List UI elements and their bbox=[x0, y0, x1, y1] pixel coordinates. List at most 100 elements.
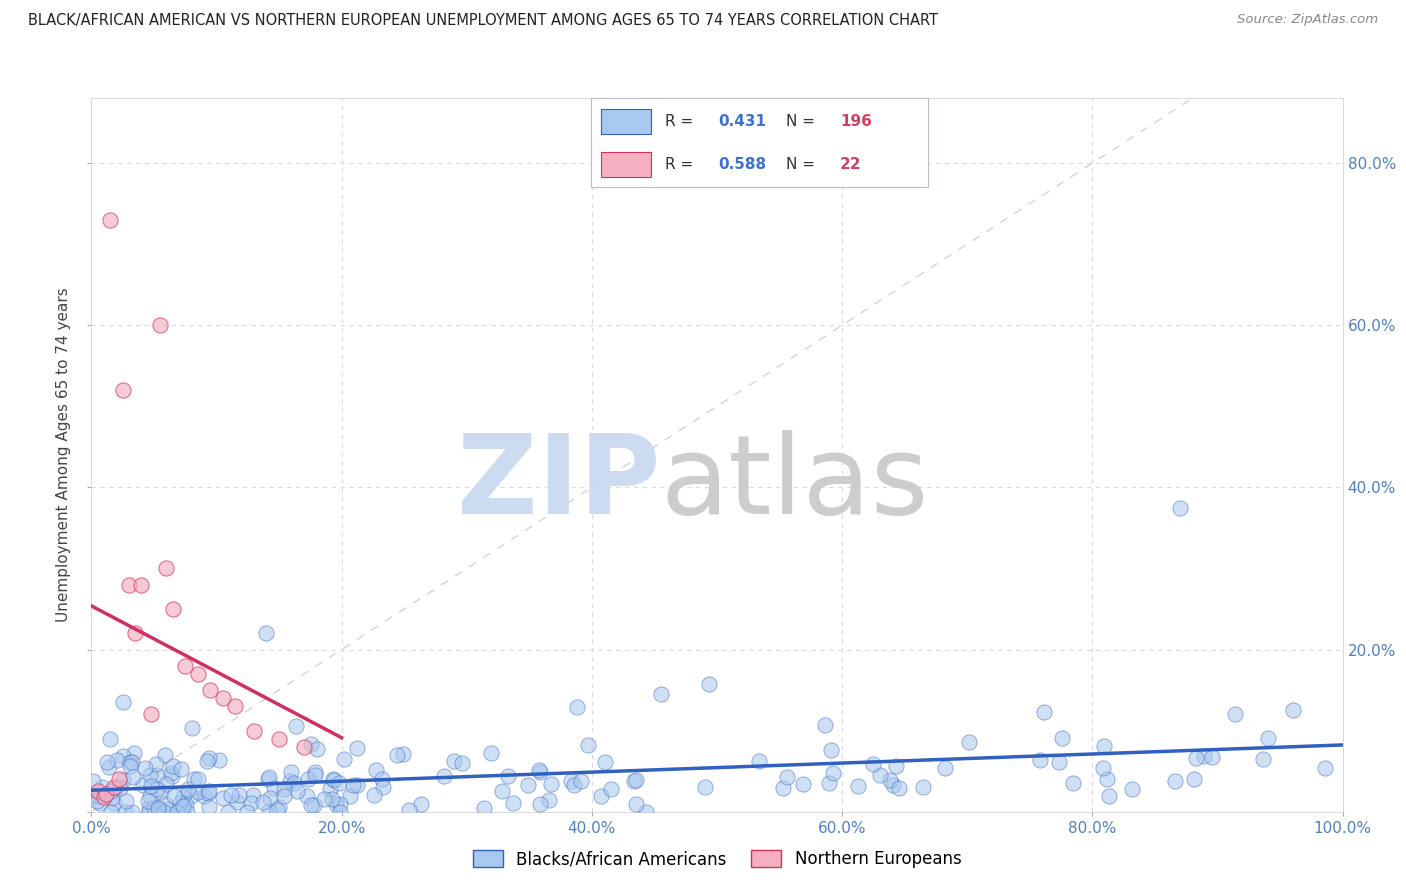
Point bbox=[322, 772, 344, 786]
Point bbox=[283, 776, 305, 790]
Point bbox=[146, 768, 169, 782]
Text: ZIP: ZIP bbox=[457, 430, 661, 537]
Point bbox=[319, 781, 342, 796]
Point bbox=[1092, 739, 1115, 754]
Point bbox=[776, 770, 799, 784]
Point bbox=[371, 772, 394, 786]
Point bbox=[339, 789, 361, 804]
Point bbox=[108, 781, 131, 796]
Legend: Blacks/African Americans, Northern Europeans: Blacks/African Americans, Northern Europ… bbox=[465, 843, 969, 875]
Point bbox=[155, 748, 177, 763]
Point bbox=[98, 732, 121, 747]
Y-axis label: Unemployment Among Ages 65 to 74 years: Unemployment Among Ages 65 to 74 years bbox=[56, 287, 72, 623]
Point bbox=[879, 772, 901, 787]
Point bbox=[256, 626, 278, 640]
Point bbox=[1315, 761, 1337, 775]
Point bbox=[450, 756, 472, 770]
Point bbox=[198, 751, 221, 765]
Point bbox=[145, 756, 167, 771]
Point bbox=[118, 759, 141, 773]
Point bbox=[589, 789, 612, 803]
Point bbox=[236, 805, 259, 819]
Bar bbox=[600, 109, 651, 134]
Point bbox=[224, 699, 246, 714]
Point bbox=[98, 212, 121, 227]
Point bbox=[219, 788, 242, 802]
Point bbox=[131, 577, 153, 591]
Point bbox=[240, 796, 263, 810]
Point bbox=[86, 794, 108, 808]
Point bbox=[155, 561, 177, 575]
Point bbox=[302, 797, 325, 812]
Point bbox=[198, 784, 221, 798]
Point bbox=[593, 755, 616, 769]
Point bbox=[160, 769, 183, 783]
Point bbox=[103, 796, 125, 810]
Text: R =: R = bbox=[665, 114, 693, 128]
Point bbox=[562, 778, 585, 792]
Point bbox=[163, 789, 186, 804]
Point bbox=[699, 677, 721, 691]
Point bbox=[257, 804, 280, 818]
Point bbox=[278, 773, 301, 788]
Point bbox=[297, 772, 319, 786]
Point bbox=[1164, 774, 1187, 789]
Point bbox=[292, 739, 315, 754]
Point bbox=[1225, 706, 1247, 721]
Point bbox=[162, 602, 184, 616]
Point bbox=[1033, 705, 1056, 719]
Point bbox=[498, 769, 520, 783]
Point bbox=[695, 780, 717, 794]
Point bbox=[792, 776, 814, 790]
Point bbox=[89, 789, 111, 804]
Point bbox=[1047, 756, 1070, 770]
Point bbox=[529, 764, 551, 779]
Point bbox=[217, 805, 239, 819]
Point bbox=[124, 626, 146, 640]
Point bbox=[172, 798, 194, 813]
Point bbox=[195, 755, 218, 769]
Point bbox=[1062, 776, 1084, 790]
Point bbox=[243, 723, 266, 738]
Point bbox=[100, 805, 122, 819]
Point bbox=[139, 768, 162, 782]
Point bbox=[576, 738, 599, 752]
Point bbox=[1121, 782, 1143, 797]
Point bbox=[333, 752, 356, 766]
Point bbox=[91, 780, 114, 794]
Point bbox=[325, 797, 347, 812]
Point bbox=[623, 773, 645, 788]
Point bbox=[121, 756, 143, 770]
Text: R =: R = bbox=[665, 157, 693, 171]
Point bbox=[772, 781, 794, 796]
Point bbox=[82, 773, 104, 788]
Point bbox=[398, 803, 420, 817]
Point bbox=[183, 772, 205, 786]
Point bbox=[329, 805, 352, 819]
Point bbox=[565, 699, 588, 714]
Point bbox=[862, 756, 884, 771]
Point bbox=[89, 797, 111, 811]
Point bbox=[273, 781, 295, 796]
Point bbox=[1168, 500, 1191, 515]
Point bbox=[152, 805, 174, 819]
Point bbox=[96, 756, 118, 770]
Point bbox=[363, 788, 385, 802]
Text: BLACK/AFRICAN AMERICAN VS NORTHERN EUROPEAN UNEMPLOYMENT AMONG AGES 65 TO 74 YEA: BLACK/AFRICAN AMERICAN VS NORTHERN EUROP… bbox=[28, 13, 938, 29]
Point bbox=[1182, 772, 1205, 786]
Point bbox=[329, 797, 352, 811]
Point bbox=[100, 783, 122, 797]
Point bbox=[187, 772, 209, 786]
Point bbox=[821, 765, 844, 780]
Point bbox=[304, 764, 326, 779]
Point bbox=[626, 772, 648, 787]
Point bbox=[266, 803, 288, 817]
Text: Source: ZipAtlas.com: Source: ZipAtlas.com bbox=[1237, 13, 1378, 27]
Point bbox=[146, 801, 169, 815]
Point bbox=[636, 805, 658, 819]
Point bbox=[121, 805, 143, 819]
Point bbox=[252, 795, 274, 809]
Point bbox=[141, 780, 163, 794]
Point bbox=[134, 761, 156, 775]
Bar bbox=[600, 152, 651, 177]
